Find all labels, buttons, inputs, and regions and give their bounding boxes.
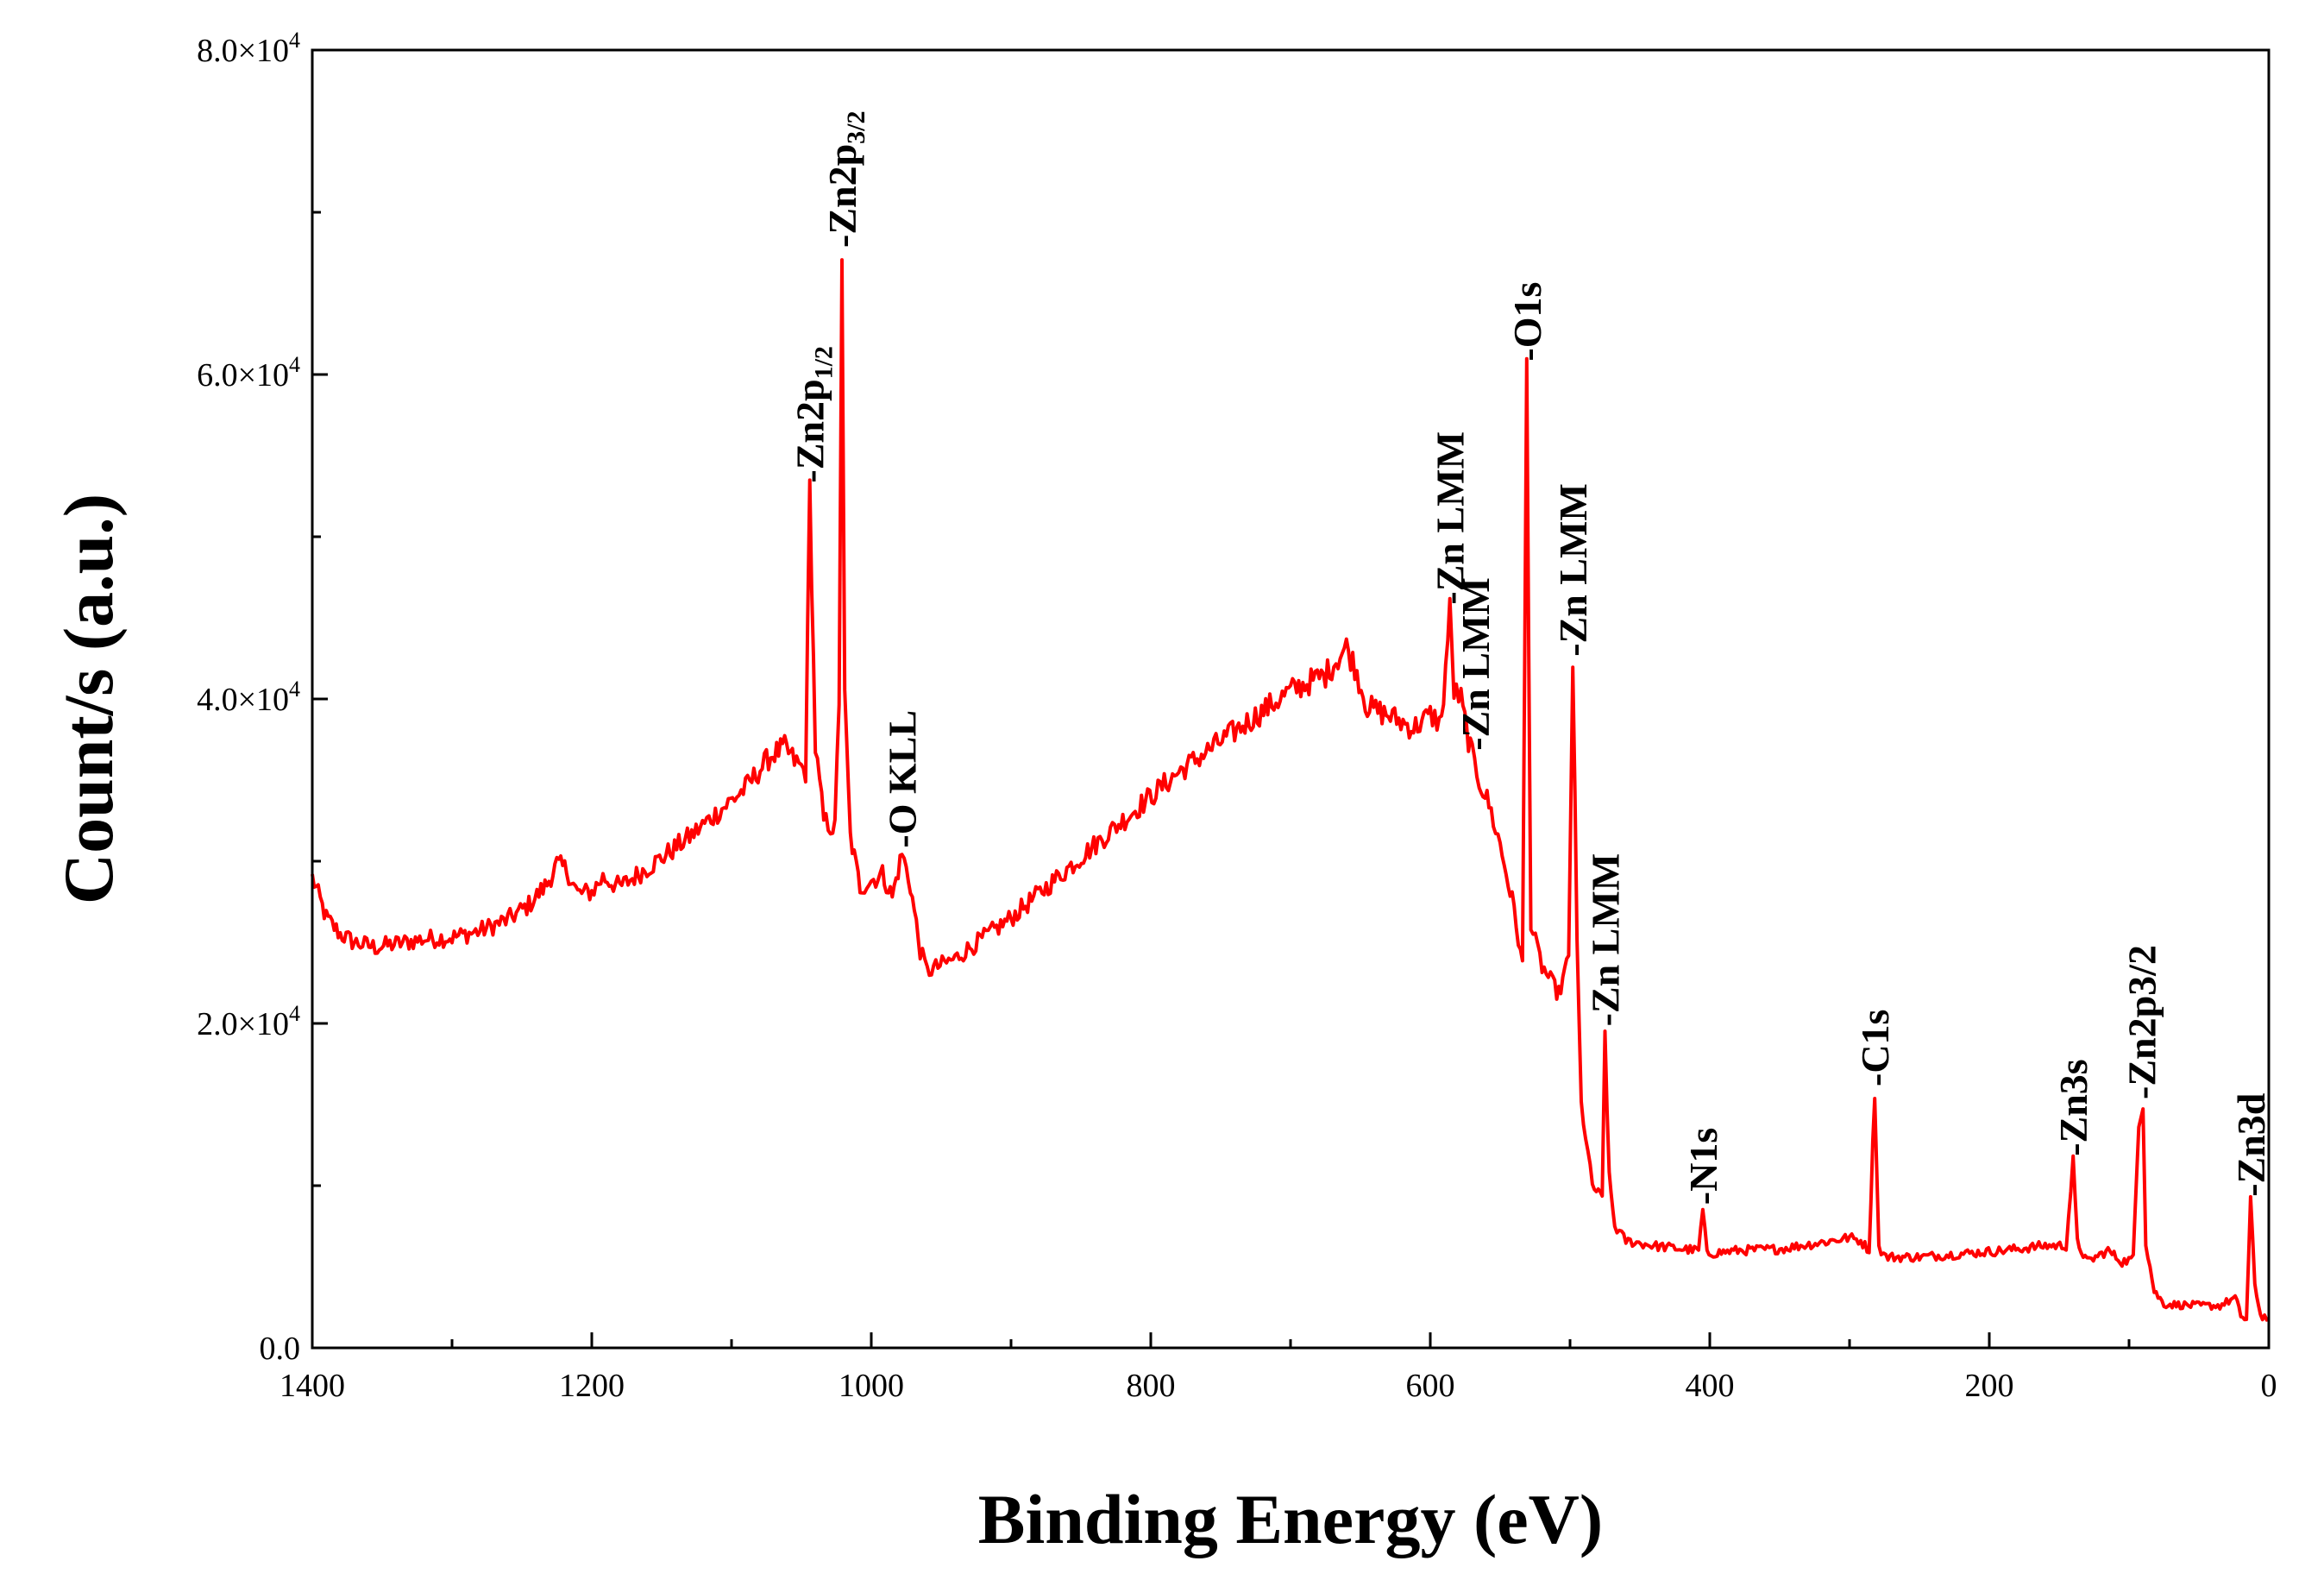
spectrum-series — [311, 258, 2271, 1322]
peak-label: -N1s — [1681, 1128, 1725, 1205]
x-tick-label: 200 — [1965, 1368, 2014, 1404]
y-axis: 0.0 2.0×104 4.0×104 6.0×104 8.0×104 — [197, 28, 328, 1367]
x-axis: 1400 1200 1000 800 600 400 200 0 — [280, 1332, 2277, 1404]
x-tick-label: 800 — [1127, 1368, 1176, 1404]
peak-label: -Zn LMM — [1584, 853, 1628, 1027]
x-tick-label: 0 — [2261, 1368, 2277, 1404]
x-tick-label: 1400 — [280, 1368, 345, 1404]
x-tick-label: 600 — [1406, 1368, 1455, 1404]
peak-label: -Zn2p1/2 — [788, 346, 839, 483]
peak-label: -Zn2p3/2 — [820, 110, 870, 248]
peak-label: -O1s — [1505, 282, 1549, 362]
peak-label: -Zn3d — [2229, 1092, 2273, 1197]
x-tick-label: 1000 — [839, 1368, 904, 1404]
peak-label: -Zn2p3/2 — [2120, 945, 2164, 1099]
peak-label: -O KLL — [881, 710, 925, 848]
peak-label: -Zn LMM — [1429, 431, 1473, 605]
y-axis-title: Count/s (a.u.) — [49, 494, 128, 904]
y-tick-label: 0.0 — [260, 1331, 301, 1367]
peak-label: -Zn LMM — [1551, 483, 1595, 657]
y-tick-label: 4.0×104 — [197, 677, 300, 718]
peak-label: -Zn3s — [2051, 1059, 2095, 1155]
x-axis-title: Binding Energy (eV) — [978, 1480, 1603, 1558]
y-tick-label: 2.0×104 — [197, 1001, 300, 1042]
spectrum-line — [311, 258, 2271, 1322]
x-tick-label: 400 — [1686, 1368, 1735, 1404]
x-tick-label: 1200 — [559, 1368, 625, 1404]
y-tick-label: 6.0×104 — [197, 352, 300, 393]
peak-annotations: -Zn2p1/2-Zn2p3/2-O KLL-Zn LMM-Zn LMM-O1s… — [788, 110, 2273, 1205]
y-tick-label: 8.0×104 — [197, 28, 300, 69]
peak-label: -C1s — [1853, 1010, 1897, 1086]
peak-label: -Zn LMM — [1454, 577, 1498, 751]
